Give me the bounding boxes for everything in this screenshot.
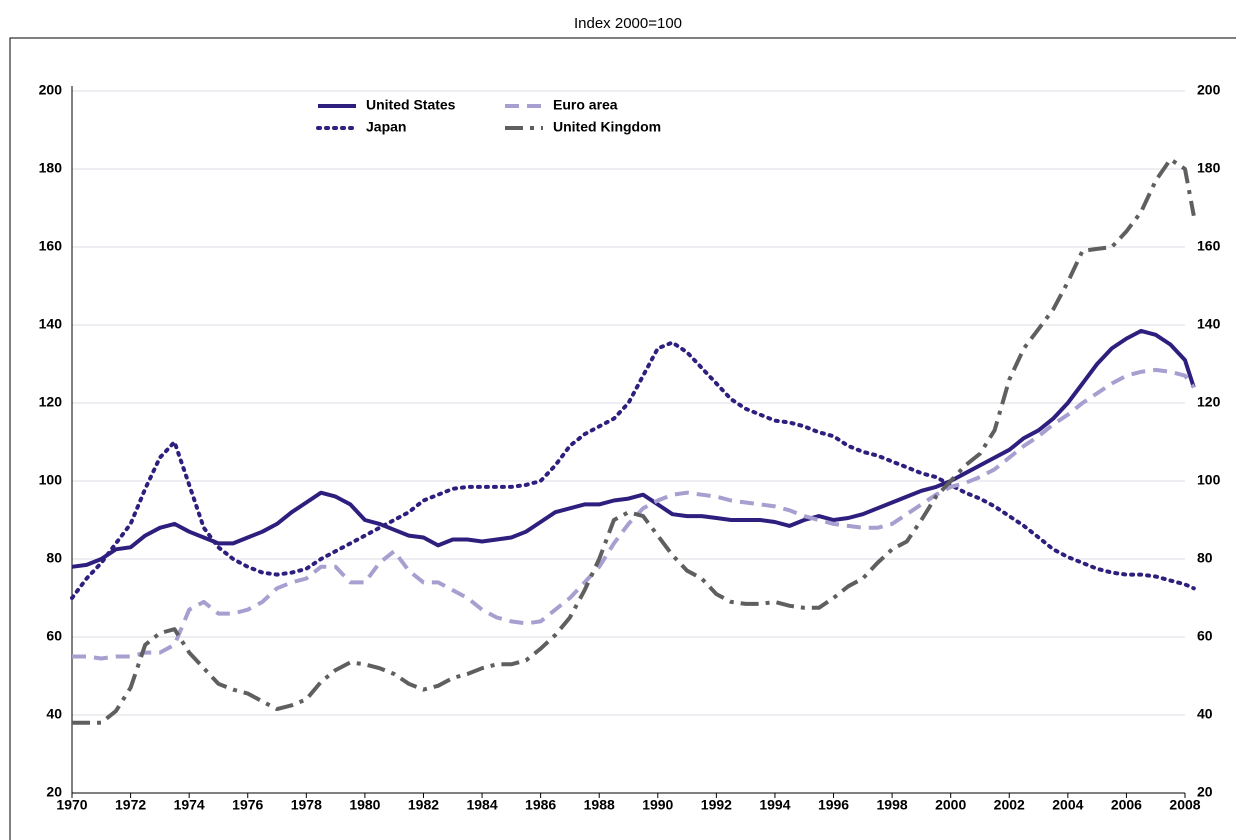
- x-tick-label: 2004: [1052, 797, 1083, 813]
- y2-tick-label: 120: [1197, 394, 1221, 410]
- x-tick-label: 1970: [56, 797, 87, 813]
- y-tick-label: 40: [46, 706, 62, 722]
- y2-tick-label: 180: [1197, 160, 1221, 176]
- series-line: [72, 367, 1196, 661]
- x-tick-label: 1998: [877, 797, 908, 813]
- x-tick-label: 1976: [232, 797, 263, 813]
- y2-tick-label: 60: [1197, 628, 1213, 644]
- legend-label: United States: [366, 97, 456, 113]
- series-line: [72, 157, 1196, 725]
- y2-tick-label: 140: [1197, 316, 1221, 332]
- y-tick-label: 20: [46, 784, 62, 800]
- x-tick-label: 1982: [408, 797, 439, 813]
- y-tick-label: 80: [46, 550, 62, 566]
- x-tick-label: 2000: [935, 797, 966, 813]
- x-tick-label: 1996: [818, 797, 849, 813]
- y-tick-label: 60: [46, 628, 62, 644]
- legend-label: United Kingdom: [553, 119, 661, 135]
- y2-tick-label: 20: [1197, 784, 1213, 800]
- x-tick-label: 1980: [349, 797, 380, 813]
- y2-tick-label: 160: [1197, 238, 1221, 254]
- x-tick-label: 1992: [701, 797, 732, 813]
- x-tick-label: 2008: [1169, 797, 1200, 813]
- x-tick-label: 1986: [525, 797, 556, 813]
- frame: [9, 37, 1236, 840]
- legend-label: Euro area: [553, 97, 618, 113]
- x-tick-label: 1988: [584, 797, 615, 813]
- y-tick-label: 160: [39, 238, 63, 254]
- x-tick-label: 1972: [115, 797, 146, 813]
- y2-tick-label: 80: [1197, 550, 1213, 566]
- series-line: [70, 340, 1196, 600]
- x-tick-label: 1978: [291, 797, 322, 813]
- x-tick-label: 1990: [642, 797, 673, 813]
- y2-tick-label: 100: [1197, 472, 1221, 488]
- y2-tick-label: 200: [1197, 82, 1221, 98]
- x-tick-label: 1994: [759, 797, 790, 813]
- y-tick-label: 120: [39, 394, 63, 410]
- series-line: [71, 328, 1196, 569]
- x-tick-label: 1974: [174, 797, 205, 813]
- legend-label: Japan: [366, 119, 406, 135]
- y-tick-label: 180: [39, 160, 63, 176]
- y-tick-label: 100: [39, 472, 63, 488]
- x-tick-label: 2002: [994, 797, 1025, 813]
- y-tick-label: 140: [39, 316, 63, 332]
- x-tick-label: 1984: [466, 797, 497, 813]
- y2-tick-label: 40: [1197, 706, 1213, 722]
- x-tick-label: 2006: [1111, 797, 1142, 813]
- y-tick-label: 200: [39, 82, 63, 98]
- chart-title: Index 2000=100: [574, 15, 682, 32]
